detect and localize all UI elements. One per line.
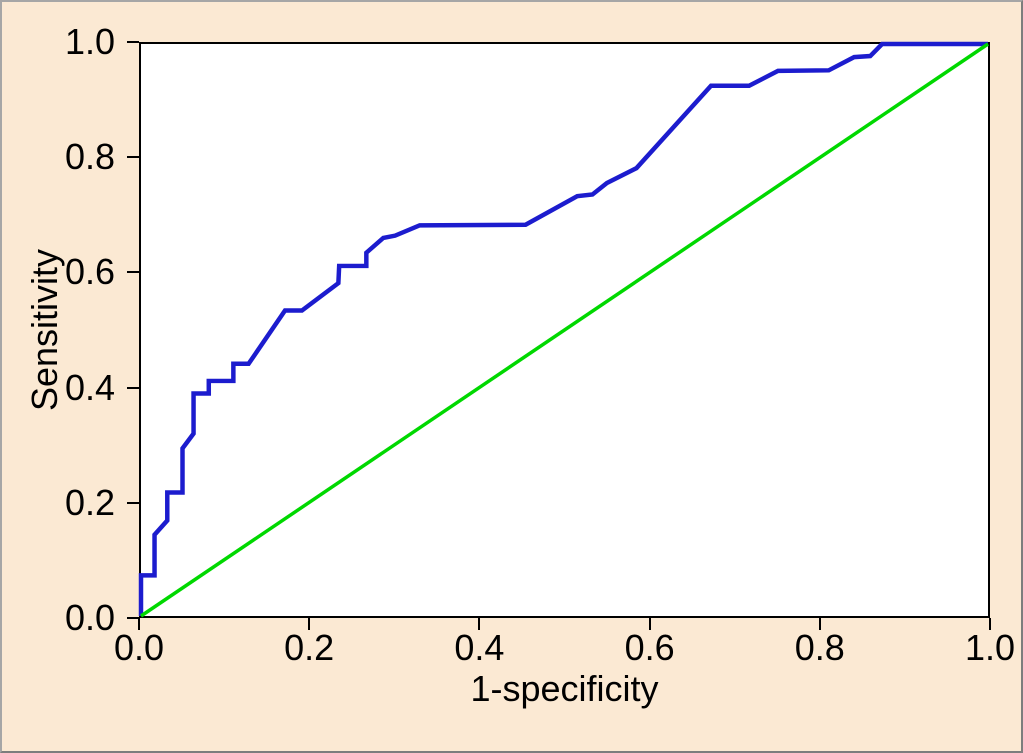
x-tick-label: 0.2 (284, 627, 335, 668)
x-axis-tick (648, 618, 651, 630)
x-axis-tick (818, 618, 821, 630)
x-axis-tick (989, 618, 991, 630)
x-axis-title: 1-specificity (470, 668, 659, 709)
y-tick-label: 0.8 (64, 136, 115, 178)
x-axis-tick (138, 618, 140, 630)
x-tick-label: 1.0 (964, 627, 1016, 668)
roc-curve-line (138, 41, 988, 616)
reference-diagonal-line (140, 42, 989, 618)
x-tick-label: 0.6 (624, 627, 675, 668)
y-axis-tick (127, 156, 139, 159)
y-tick-label: 0.2 (64, 481, 115, 523)
y-axis-tick (127, 617, 139, 619)
y-tick-label: 0.6 (64, 251, 115, 293)
x-axis-tick (478, 618, 481, 630)
x-tick-label: 0.4 (454, 627, 505, 668)
x-tick-label: 0.8 (794, 627, 845, 668)
x-axis-tick (308, 618, 311, 630)
y-axis-tick (127, 41, 139, 43)
y-tick-label: 0.4 (64, 366, 115, 408)
y-axis-tick (127, 271, 139, 274)
roc-plot-svg (138, 41, 989, 618)
x-tick-label: 0.0 (113, 627, 165, 668)
y-axis-tick (127, 386, 139, 389)
y-tick-label: 0.0 (64, 597, 115, 638)
y-tick-label: 1.0 (64, 21, 115, 62)
y-axis-tick (127, 501, 139, 504)
plot-area (138, 41, 990, 618)
